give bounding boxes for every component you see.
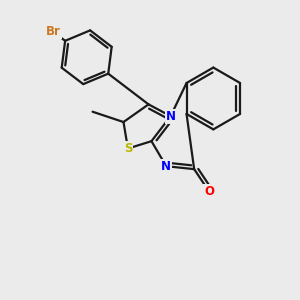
Text: S: S [124,142,132,155]
Text: N: N [166,110,176,123]
Text: N: N [161,160,171,173]
Text: Br: Br [46,26,61,38]
Text: O: O [204,185,214,198]
